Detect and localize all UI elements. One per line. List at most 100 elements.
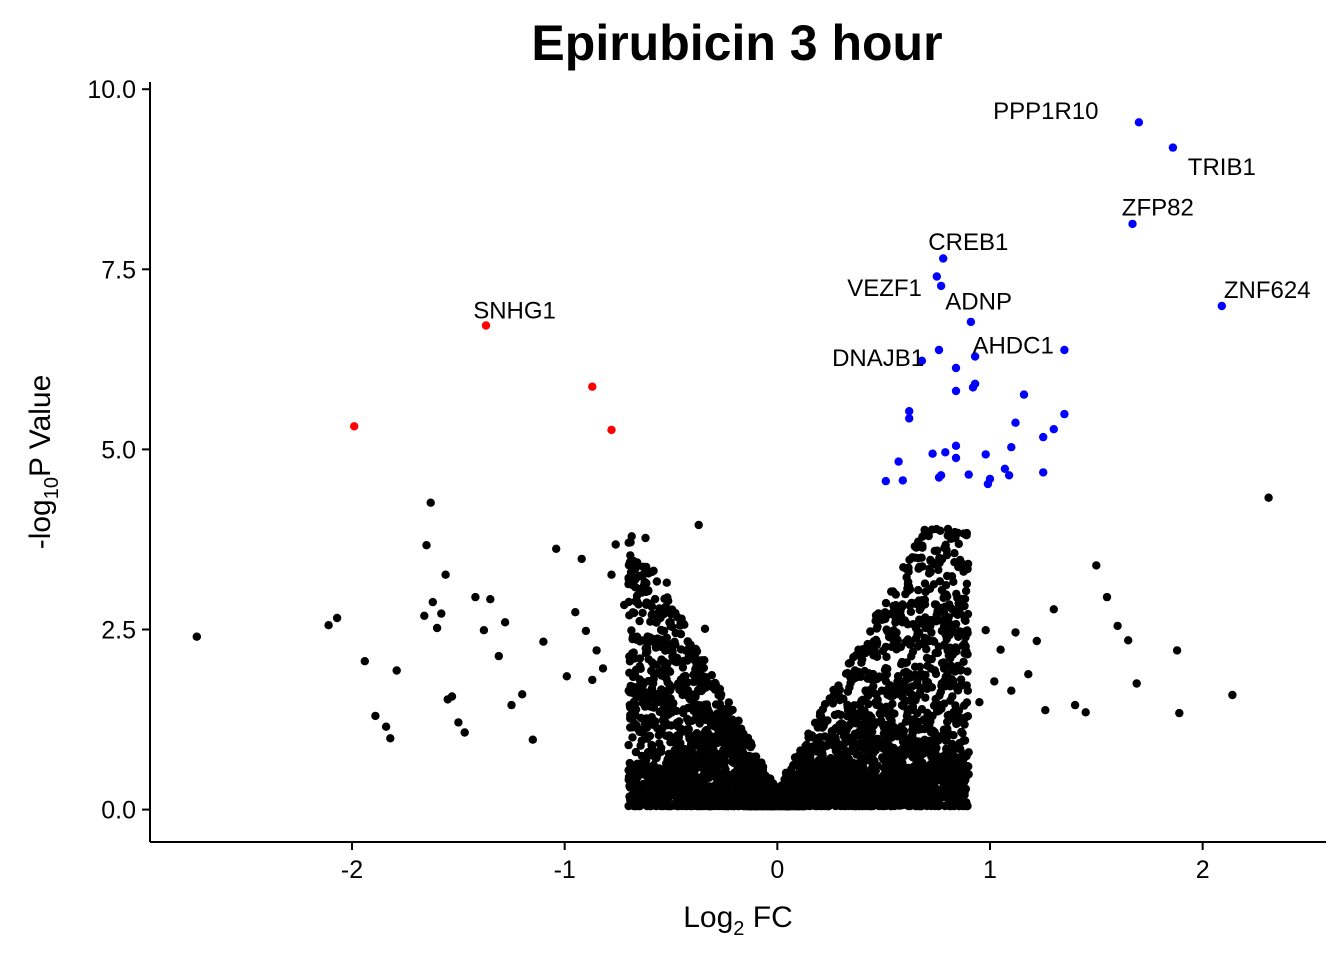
- data-point: [630, 654, 639, 663]
- data-point: [656, 772, 665, 781]
- data-point: [607, 570, 616, 579]
- data-point: [915, 801, 924, 811]
- data-point: [1032, 636, 1042, 646]
- data-point: [494, 651, 503, 661]
- upregulated-point: [1011, 418, 1020, 427]
- data-point: [943, 531, 952, 540]
- data-point: [926, 727, 936, 737]
- gene-label: SNHG1: [473, 297, 556, 324]
- data-point: [708, 681, 717, 691]
- data-point: [933, 733, 942, 742]
- data-point: [392, 666, 401, 675]
- data-point: [918, 532, 927, 541]
- data-point: [911, 553, 920, 562]
- data-point: [941, 581, 951, 590]
- data-point: [1092, 561, 1101, 570]
- data-point: [371, 711, 380, 721]
- data-point: [850, 738, 859, 747]
- data-point: [381, 722, 391, 731]
- data-point: [834, 683, 843, 692]
- data-point: [666, 765, 676, 775]
- data-point: [927, 683, 937, 692]
- upregulated-point: [905, 407, 914, 416]
- data-point: [724, 698, 733, 707]
- data-point: [922, 645, 931, 654]
- data-point: [914, 585, 923, 595]
- data-point: [664, 666, 674, 675]
- upregulated-point: [934, 473, 944, 482]
- data-point: [921, 693, 930, 702]
- data-point: [667, 605, 677, 614]
- data-point: [846, 678, 855, 688]
- data-point: [930, 546, 939, 556]
- data-point: [626, 795, 635, 805]
- data-point: [676, 738, 685, 748]
- data-point: [639, 728, 648, 737]
- data-point: [886, 793, 895, 802]
- data-point: [955, 627, 964, 636]
- data-point: [471, 592, 480, 602]
- data-point: [858, 645, 868, 654]
- upregulated-point: [970, 352, 980, 361]
- gene-label: CREB1: [928, 229, 1008, 256]
- data-point: [931, 648, 940, 658]
- upregulated-point: [951, 363, 961, 373]
- data-point: [954, 539, 963, 549]
- data-point: [882, 625, 891, 634]
- data-point: [776, 789, 786, 798]
- data-point: [882, 731, 891, 740]
- data-point: [879, 771, 888, 780]
- data-point: [360, 657, 369, 666]
- data-point: [694, 731, 704, 740]
- data-point: [894, 755, 903, 764]
- y-tick-label: 10.0: [87, 76, 136, 104]
- data-point: [745, 766, 754, 775]
- data-point: [960, 649, 969, 658]
- data-point: [952, 645, 961, 655]
- data-point: [706, 788, 715, 797]
- data-point: [941, 736, 951, 745]
- data-point: [659, 717, 668, 726]
- x-tick-label: 0: [770, 856, 784, 884]
- data-point: [630, 565, 640, 574]
- upregulated-point: [928, 449, 937, 458]
- data-point: [809, 742, 818, 751]
- data-point: [959, 701, 969, 710]
- data-point: [948, 779, 957, 788]
- data-point: [854, 770, 863, 779]
- data-point: [906, 704, 915, 713]
- data-point: [847, 774, 856, 784]
- data-point: [654, 796, 663, 805]
- data-point: [192, 632, 201, 641]
- data-point: [1132, 679, 1141, 688]
- gene-label: PPP1R10: [993, 98, 1098, 125]
- data-point: [960, 720, 969, 729]
- data-point: [571, 608, 580, 617]
- data-point: [691, 715, 701, 724]
- data-point: [696, 793, 705, 802]
- data-point: [911, 695, 920, 705]
- data-point: [867, 780, 876, 790]
- data-point: [863, 788, 873, 797]
- data-point: [904, 669, 913, 678]
- data-point: [939, 664, 949, 673]
- data-point: [866, 727, 875, 737]
- data-point: [631, 747, 641, 757]
- data-point: [635, 616, 644, 626]
- data-point: [839, 773, 848, 782]
- data-point: [812, 793, 822, 802]
- data-point: [700, 740, 709, 749]
- data-point: [665, 801, 674, 811]
- data-point: [629, 683, 639, 692]
- data-point: [663, 659, 672, 668]
- data-point: [1113, 621, 1122, 631]
- downregulated-point: [607, 425, 616, 435]
- data-point: [961, 765, 970, 774]
- data-point: [693, 786, 702, 795]
- data-point: [953, 719, 962, 728]
- data-point: [874, 792, 884, 802]
- data-point: [962, 579, 972, 588]
- data-point: [386, 734, 395, 743]
- upregulated-point: [951, 441, 961, 450]
- data-point: [941, 616, 950, 626]
